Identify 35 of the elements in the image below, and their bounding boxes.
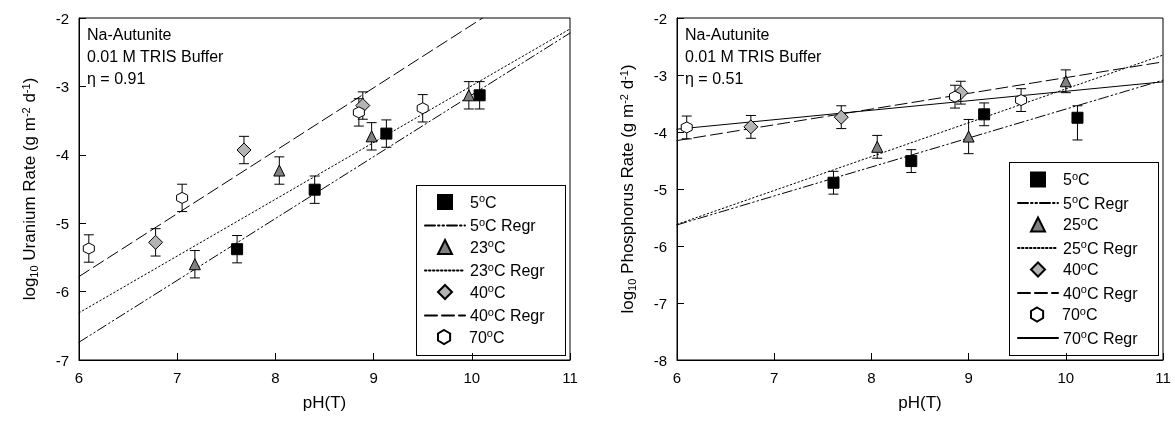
x-tick-label: 10 [463, 369, 481, 386]
y-axis-title: log10 Uranium Rate (g m-2 d-1) [19, 77, 40, 301]
y-tick-label: -4 [653, 123, 667, 141]
y-tick-label: -5 [653, 180, 667, 198]
x-tick-label: 7 [770, 369, 779, 386]
y-tick-label: -3 [653, 66, 667, 84]
y-axis-title: log10 Phosphorus Rate (g m-2 d-1) [617, 64, 638, 314]
y-tick-label: -3 [55, 77, 69, 95]
x-tick-label: 8 [867, 369, 876, 386]
annotation: Na-Autunite [87, 25, 172, 43]
x-axis-title: pH(T) [302, 393, 347, 412]
annotation: 0.01 M TRIS Buffer [87, 47, 225, 65]
x-tick-label: 7 [173, 369, 182, 386]
annotation: Na-Autunite [685, 25, 770, 43]
annotation: η = 0.51 [685, 69, 744, 87]
y-tick-label: -4 [55, 146, 69, 164]
x-axis-title: pH(T) [898, 393, 942, 412]
annotation: η = 0.91 [87, 69, 146, 87]
y-tick-label: -2 [653, 9, 667, 27]
x-tick-label: 11 [562, 369, 578, 386]
y-tick-label: -7 [55, 351, 69, 369]
y-tick-label: -6 [653, 237, 667, 255]
y-tick-label: -6 [55, 283, 69, 301]
x-tick-label: 6 [74, 369, 84, 386]
x-tick-label: 9 [964, 369, 973, 386]
x-tick-label: 10 [1057, 369, 1075, 386]
x-tick-label: 11 [1155, 369, 1171, 386]
y-tick-label: -7 [653, 294, 667, 312]
y-tick-label: -8 [653, 351, 667, 369]
y-tick-label: -5 [55, 214, 69, 232]
annotation: 0.01 M TRIS Buffer [685, 47, 823, 65]
y-tick-label: -2 [55, 9, 69, 27]
x-tick-label: 6 [672, 369, 682, 386]
x-tick-label: 9 [369, 369, 378, 386]
x-tick-label: 8 [271, 369, 280, 386]
